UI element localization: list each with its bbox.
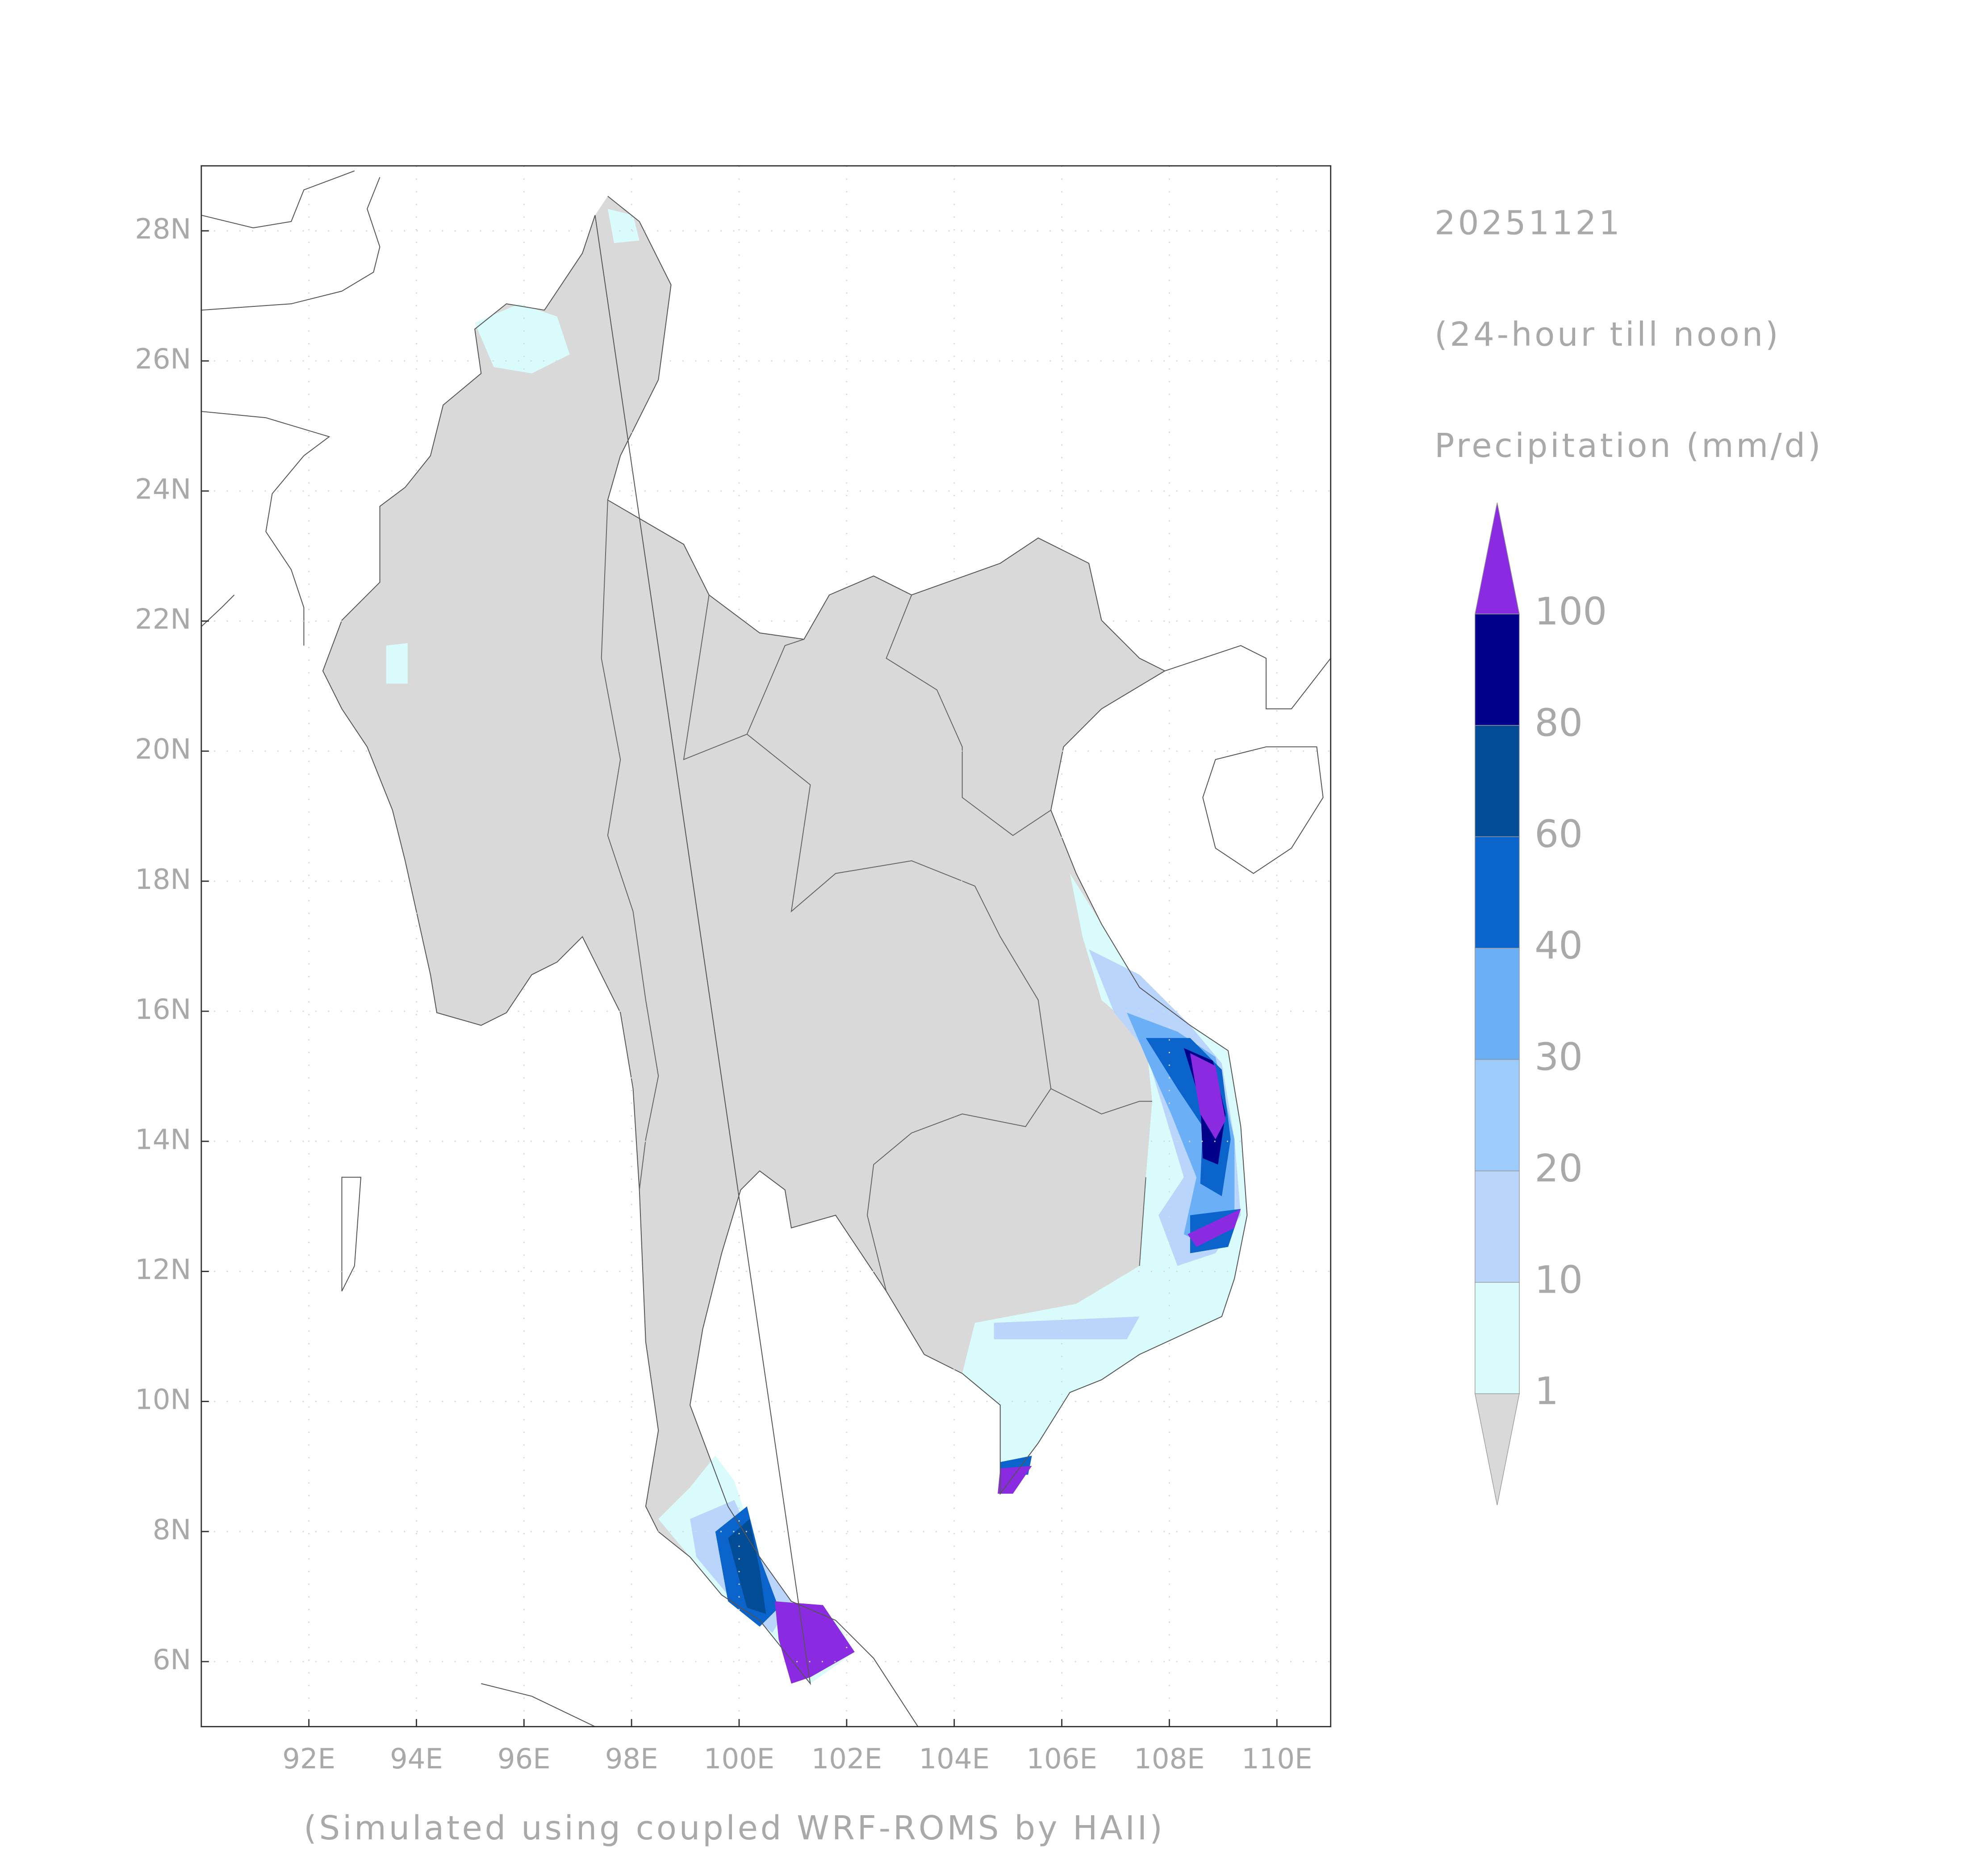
y-tick-label: 24N bbox=[135, 473, 191, 505]
coastline bbox=[322, 196, 1248, 1727]
x-tick-label: 94E bbox=[390, 1742, 443, 1775]
map-frame bbox=[201, 165, 1332, 1728]
colorbar-segment bbox=[1475, 1059, 1520, 1172]
colorbar-label: 40 bbox=[1534, 924, 1583, 968]
precip-area bbox=[475, 304, 570, 374]
map-area bbox=[201, 165, 1332, 1728]
title: 20251121 bbox=[1434, 204, 1622, 242]
y-tick-label: 12N bbox=[135, 1253, 191, 1286]
precip-area bbox=[728, 1519, 766, 1614]
y-tick-label: 16N bbox=[135, 993, 191, 1026]
x-tick-label: 104E bbox=[919, 1742, 989, 1775]
y-tick-label: 10N bbox=[135, 1383, 191, 1416]
colorbar-segment bbox=[1475, 836, 1520, 949]
x-tick-label: 110E bbox=[1242, 1742, 1312, 1775]
precip-area bbox=[998, 1466, 1032, 1494]
x-tick-label: 100E bbox=[704, 1742, 774, 1775]
colorbar-segment bbox=[1475, 613, 1520, 726]
colorbar-label: 10 bbox=[1534, 1258, 1583, 1302]
y-tick-label: 20N bbox=[135, 733, 191, 766]
x-tick-label: 108E bbox=[1134, 1742, 1204, 1775]
subtitle: (24-hour till noon) bbox=[1434, 316, 1781, 354]
y-tick-label: 8N bbox=[153, 1513, 191, 1546]
y-tick-label: 28N bbox=[135, 213, 191, 245]
coastline bbox=[201, 170, 1331, 1727]
colorbar-segment bbox=[1475, 725, 1520, 837]
colorbar: 1 10 20 30 40 60 80 100 bbox=[1474, 502, 1607, 1505]
colorbar-over bbox=[1474, 502, 1520, 615]
colorbar-label: 20 bbox=[1534, 1147, 1583, 1191]
y-tick-label: 6N bbox=[153, 1643, 191, 1676]
precip-area bbox=[386, 643, 408, 684]
y-tick-label: 22N bbox=[135, 603, 191, 636]
colorbar-label: 60 bbox=[1534, 812, 1583, 857]
colorbar-label: 80 bbox=[1534, 701, 1583, 745]
colorbar-segment bbox=[1475, 947, 1520, 1060]
precip-area bbox=[1187, 1209, 1241, 1247]
land bbox=[322, 196, 1247, 1684]
colorbar-segment bbox=[1475, 1282, 1520, 1394]
x-tick-label: 98E bbox=[605, 1742, 658, 1775]
colorbar-label: 1 bbox=[1534, 1369, 1559, 1414]
x-tick-label: 102E bbox=[811, 1742, 882, 1775]
y-tick-label: 18N bbox=[135, 863, 191, 896]
x-tick-label: 96E bbox=[498, 1742, 551, 1775]
colorbar-label: 100 bbox=[1534, 590, 1607, 634]
colorbar-segment bbox=[1475, 1170, 1520, 1283]
x-tick-label: 106E bbox=[1026, 1742, 1097, 1775]
footer: (Simulated using coupled WRF-ROMS by HAI… bbox=[304, 1809, 1165, 1847]
precip-area bbox=[1190, 1053, 1226, 1139]
y-tick-label: 14N bbox=[135, 1123, 191, 1156]
country-border bbox=[601, 500, 1152, 1291]
x-tick-label: 92E bbox=[282, 1742, 335, 1775]
colorbar-label: 30 bbox=[1534, 1035, 1583, 1080]
variable-label: Precipitation (mm/d) bbox=[1434, 427, 1823, 465]
precip-area bbox=[775, 1601, 855, 1684]
y-tick-label: 26N bbox=[135, 343, 191, 375]
precip-area bbox=[994, 1316, 1140, 1340]
